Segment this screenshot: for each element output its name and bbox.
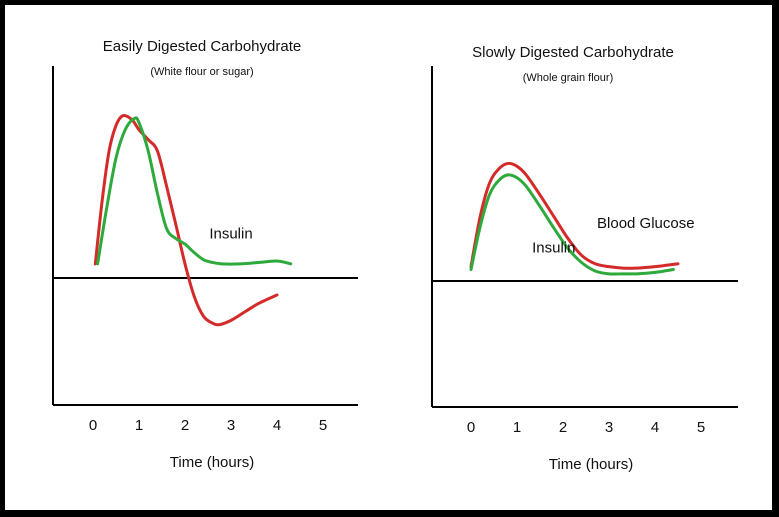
chart-1-series-line-red (93, 113, 279, 327)
chart-2-series-line-green (469, 173, 675, 276)
chart-1-xlabel: Time (hours) (170, 454, 254, 471)
chart-2-annotation: Insulin (532, 239, 575, 256)
chart-2-xlabel: Time (hours) (549, 456, 633, 473)
chart-2-annotation: Blood Glucose (597, 215, 695, 232)
chart-svg: Easily Digested Carbohydrate (White flou… (52, 38, 738, 473)
chart-1-tick-label: 5 (319, 417, 327, 434)
chart-2-tick-label: 1 (513, 419, 521, 436)
chart-canvas: Easily Digested Carbohydrate (White flou… (5, 5, 772, 510)
chart-1-title: Easily Digested Carbohydrate (103, 38, 301, 55)
chart-1-tick-label: 4 (273, 417, 281, 434)
chart-2-tick-label: 3 (605, 419, 613, 436)
chart-1-series-line-green (96, 116, 293, 266)
chart-2-tick-label: 2 (559, 419, 567, 436)
chart-2-subtitle: (Whole grain flour) (523, 72, 613, 84)
chart-2-title: Slowly Digested Carbohydrate (472, 44, 674, 61)
chart-1-tick-label: 0 (89, 417, 97, 434)
chart-1-annotation: Insulin (209, 225, 252, 242)
chart-1-tick-label: 1 (135, 417, 143, 434)
chart-2-tick-label: 4 (651, 419, 659, 436)
chart-2-tick-label: 0 (467, 419, 475, 436)
chart-1-subtitle: (White flour or sugar) (150, 66, 253, 78)
chart-1-tick-label: 2 (181, 417, 189, 434)
chart-1-tick-label: 3 (227, 417, 235, 434)
chart-2-series-line-red (469, 161, 680, 270)
chart-2-tick-label: 5 (697, 419, 705, 436)
